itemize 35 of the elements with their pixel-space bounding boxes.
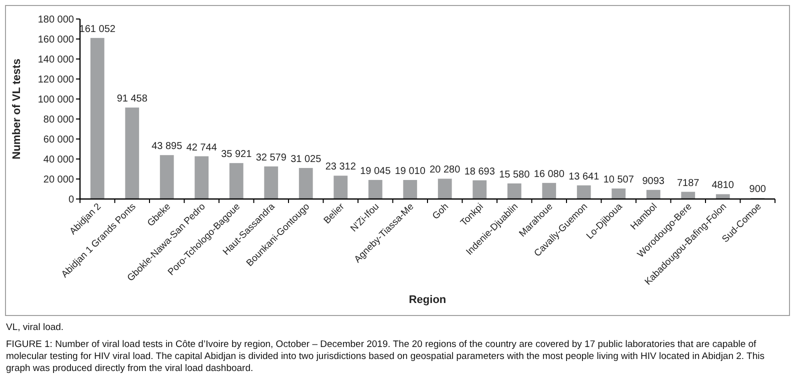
- data-label: 900: [749, 184, 766, 196]
- x-axis-title: Region: [408, 294, 446, 306]
- data-label: 15 580: [499, 169, 530, 180]
- y-tick-label: 180 000: [38, 14, 74, 26]
- data-label: 31 025: [290, 154, 322, 165]
- data-label: 10 507: [603, 174, 634, 186]
- data-label: 43 895: [152, 141, 183, 152]
- data-label: 16 080: [534, 168, 565, 180]
- data-label: 91 458: [116, 94, 148, 105]
- y-axis-title: Number of VL tests: [11, 58, 23, 160]
- data-label: 32 579: [256, 152, 287, 164]
- text: VL, viral load.: [6, 322, 65, 334]
- data-label: 20 280: [430, 164, 461, 176]
- data-label: 18 693: [464, 166, 496, 178]
- data-label: 7187: [677, 178, 700, 189]
- data-label: 9093: [642, 176, 665, 187]
- y-tick-label: 60 000: [43, 134, 74, 146]
- y-tick-label: 160 000: [38, 34, 74, 46]
- y-tick-label: 20 000: [43, 174, 74, 186]
- y-tick-label: 40 000: [43, 154, 74, 166]
- data-label: 23 312: [325, 162, 356, 173]
- data-label: 161 052: [79, 24, 116, 35]
- data-label: 42 744: [186, 142, 218, 154]
- y-tick-label: 100 000: [38, 94, 74, 106]
- x-tick-label: Goh: [430, 201, 451, 222]
- caption: FIGURE 1: Number of viral load tests in Côte d’Ivoire by region, October – December 2019. The 20 regions of the country are covered by 17 public laboratories that are capable of molecular testing for HIV viral load. The capital Abidjan is divided into two jurisdictions based on geospatial parameters with the most people living with HIV located in Abidjan 2. This graph was produced directly from the viral load dashboard.: [6, 339, 766, 375]
- y-tick-label: 120 000: [38, 74, 74, 86]
- data-label: 4810: [712, 180, 734, 192]
- y-tick-label: 0: [68, 194, 74, 206]
- data-label: 13 641: [568, 171, 600, 182]
- y-tick-label: 80 000: [43, 114, 74, 126]
- data-label: 19 010: [394, 166, 426, 177]
- y-tick-label: 140 000: [38, 54, 74, 66]
- data-label: 35 921: [221, 149, 252, 160]
- data-label: 19 045: [360, 166, 392, 177]
